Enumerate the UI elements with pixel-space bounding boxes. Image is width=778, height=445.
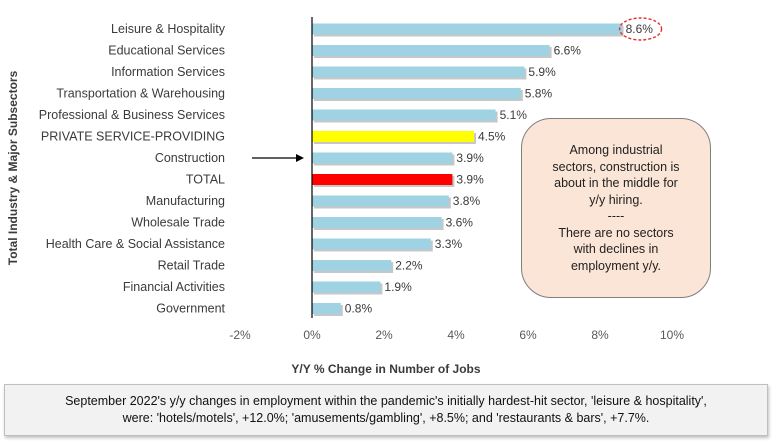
value-label-leisure-hospitality: 8.6% [626, 22, 654, 36]
value-label-transportation-warehousing: 5.8% [525, 87, 553, 101]
bars-layer [312, 23, 624, 316]
callout-line-6: There are no sectors [558, 225, 674, 240]
category-label-retail-trade: Retail Trade [158, 259, 225, 273]
value-label-educational-services: 6.6% [554, 44, 582, 58]
value-label-private-service-providing: 4.5% [478, 130, 506, 144]
category-label-professional-business-services: Professional & Business Services [39, 108, 225, 122]
x-tick-label: -2% [229, 328, 251, 342]
bar-retail-trade [312, 260, 392, 271]
bar-government [312, 303, 341, 314]
bar-health-care-social-assistance [312, 238, 431, 250]
value-label-health-care-social-assistance: 3.3% [435, 237, 463, 251]
bar-private-service-providing [312, 131, 474, 142]
bar-transportation-warehousing [312, 88, 521, 99]
callout-line-2: sectors, construction is [552, 159, 680, 174]
category-label-private-service-providing: PRIVATE SERVICE-PROVIDING [41, 130, 225, 144]
category-label-government: Government [156, 302, 225, 316]
category-label-wholesale-trade: Wholesale Trade [131, 216, 225, 230]
category-label-construction: Construction [155, 151, 225, 165]
category-label-leisure-hospitality: Leisure & Hospitality [111, 22, 226, 36]
value-label-financial-activities: 1.9% [384, 280, 412, 294]
value-label-professional-business-services: 5.1% [500, 108, 528, 122]
x-tick-label: 4% [447, 328, 465, 342]
arrow-head [296, 154, 304, 162]
x-axis-title: Y/Y % Change in Number of Jobs [291, 362, 480, 376]
value-label-retail-trade: 2.2% [395, 259, 423, 273]
bar-wholesale-trade [312, 217, 442, 228]
callout-line-1: Among industrial [569, 143, 663, 157]
value-label-manufacturing: 3.8% [453, 194, 481, 208]
bar-professional-business-services [312, 109, 496, 121]
value-label-construction: 3.9% [456, 151, 484, 165]
category-label-educational-services: Educational Services [108, 44, 225, 58]
value-label-total: 3.9% [456, 173, 484, 187]
value-label-information-services: 5.9% [528, 65, 556, 79]
x-tick-label: 6% [519, 328, 537, 342]
category-label-health-care-social-assistance: Health Care & Social Assistance [46, 237, 225, 251]
value-label-government: 0.8% [345, 302, 373, 316]
footnote-box: September 2022's y/y changes in employme… [4, 384, 768, 436]
bar-manufacturing [312, 195, 449, 207]
labels-layer: Leisure & Hospitality 8.6% Educational Ser… [39, 22, 653, 316]
bar-leisure-hospitality [312, 23, 622, 35]
x-tick-label: 2% [375, 328, 393, 342]
highlight-circle-ring [618, 17, 663, 41]
x-tick-label: 10% [660, 328, 684, 342]
x-tick-label: 0% [303, 328, 321, 342]
category-label-financial-activities: Financial Activities [123, 280, 225, 294]
bar-educational-services [312, 45, 550, 56]
axis-layer: -2% 0% 2% 4% 6% 8% 10% [229, 17, 684, 342]
callout-box: Among industrial sectors, construction is… [521, 118, 711, 298]
callout-line-5: ---- [607, 209, 625, 223]
callout-line-8: employment y/y. [570, 258, 662, 273]
category-label-transportation-warehousing: Transportation & Warehousing [56, 87, 225, 101]
y-axis-title: Total Industry & Major Subsectors [6, 70, 20, 265]
x-tick-label: 8% [591, 328, 609, 342]
category-label-manufacturing: Manufacturing [146, 194, 225, 208]
highlight-circle [618, 17, 663, 41]
footnote-line-2: were: 'hotels/motels', +12.0%; 'amusemen… [122, 411, 650, 425]
value-label-wholesale-trade: 3.6% [446, 216, 474, 230]
bar-chart: Leisure & Hospitality 8.6% Educational Ser… [6, 17, 684, 376]
footnote-line-1: September 2022's y/y changes in employme… [65, 394, 707, 408]
arrow-annotation [252, 154, 304, 162]
bar-total [312, 174, 453, 185]
bar-construction [312, 152, 453, 164]
callout-line-4: y/y hiring. [589, 192, 643, 207]
callout-line-3: about in the middle for [554, 176, 678, 190]
category-label-total: TOTAL [186, 173, 225, 187]
callout-line-7: with declines in [573, 242, 659, 256]
category-label-information-services: Information Services [111, 65, 225, 79]
bar-information-services [312, 66, 525, 78]
bar-financial-activities [312, 281, 381, 293]
